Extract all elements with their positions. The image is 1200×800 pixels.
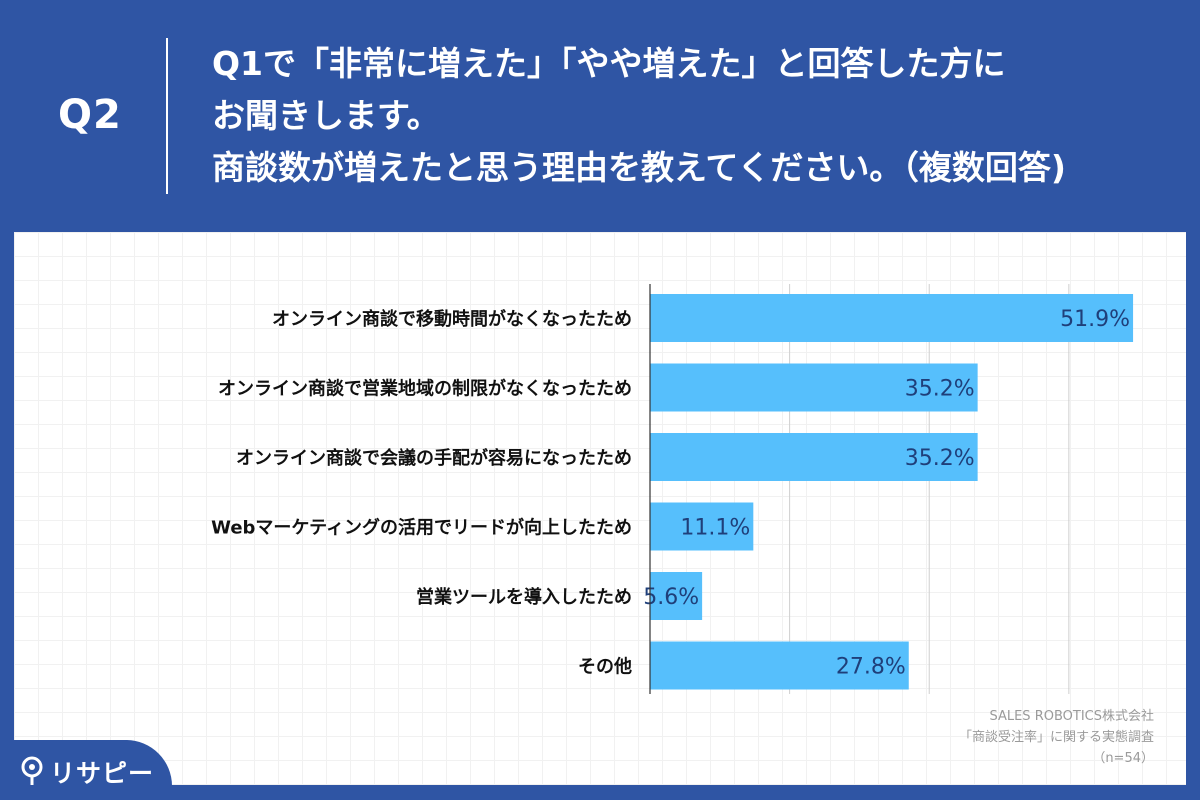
bar bbox=[650, 294, 1134, 342]
source-sample-size: （n=54） bbox=[1092, 751, 1154, 766]
logo-text: リサピー bbox=[50, 759, 155, 788]
category-label: Webマーケティングの活用でリードが向上したため bbox=[211, 517, 632, 539]
bar-value-label: 11.1% bbox=[680, 516, 750, 541]
category-label: オンライン商談で会議の手配が容易になったため bbox=[236, 447, 632, 469]
bar-chart: 51.9% オンライン商談で移動時間がなくなったため 35.2% オンライン商談で営業… bbox=[211, 284, 1134, 694]
logo: リサピー bbox=[0, 740, 172, 800]
bar-value-label: 51.9% bbox=[1060, 307, 1130, 332]
bar-value-label: 27.8% bbox=[836, 655, 906, 680]
question-line: お聞きします。 bbox=[212, 96, 440, 135]
question-line: Q1で「非常に増えた」「やや増えた」と回答した方に bbox=[212, 44, 1006, 83]
question-text: Q1で「非常に増えた」「やや増えた」と回答した方に お聞きします。 商談数が増え… bbox=[212, 38, 1172, 194]
category-label: その他 bbox=[578, 656, 632, 678]
bar-value-label: 35.2% bbox=[905, 446, 975, 471]
source-survey: 「商談受注率」に関する実態調査 bbox=[958, 730, 1154, 745]
bar bbox=[650, 641, 909, 690]
chart-panel: 51.9% オンライン商談で移動時間がなくなったため 35.2% オンライン商談で営業… bbox=[14, 232, 1186, 785]
source-company: SALES ROBOTICS株式会社 bbox=[989, 709, 1154, 724]
bar-value-label: 35.2% bbox=[905, 377, 975, 402]
bar bbox=[650, 363, 978, 412]
bar bbox=[650, 433, 978, 481]
source-note: SALES ROBOTICS株式会社 「商談受注率」に関する実態調査 （n=54… bbox=[959, 706, 1154, 769]
question-line: 商談数が増えたと思う理由を教えてください。（複数回答) bbox=[212, 148, 1066, 187]
bar bbox=[650, 572, 703, 620]
bar bbox=[650, 502, 754, 551]
category-label: オンライン商談で営業地域の制限がなくなったため bbox=[218, 378, 632, 400]
header-divider bbox=[166, 38, 168, 194]
category-label: 営業ツールを導入したため bbox=[416, 586, 632, 608]
question-number: Q2 bbox=[58, 92, 122, 138]
bar-value-label: 5.6% bbox=[643, 585, 699, 610]
pin-icon bbox=[21, 756, 43, 785]
category-label: オンライン商談で移動時間がなくなったため bbox=[272, 308, 632, 330]
header: Q2 Q1で「非常に増えた」「やや増えた」と回答した方に お聞きします。 商談数… bbox=[0, 0, 1200, 230]
